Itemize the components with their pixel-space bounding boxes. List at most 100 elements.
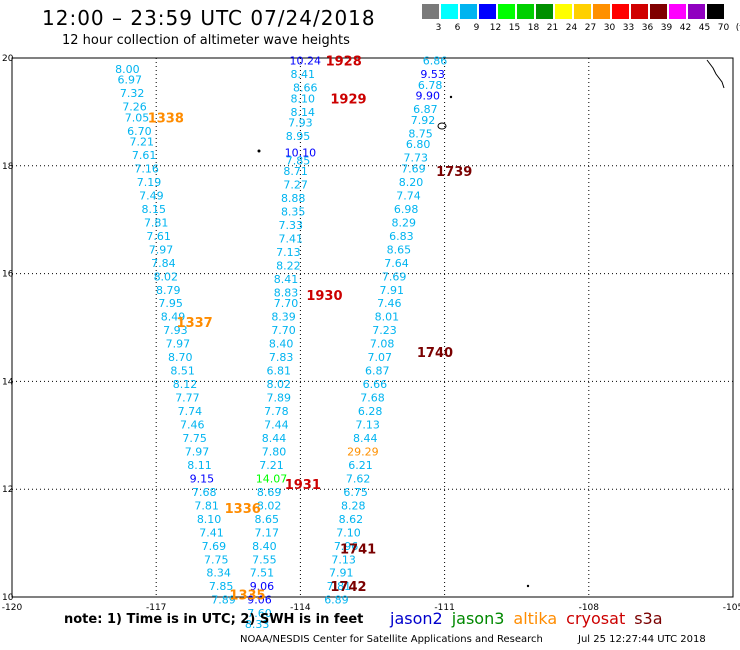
x-tick-label: -108 [579, 603, 600, 613]
note-text: note: 1) Time is in UTC; 2) SWH is in fe… [64, 612, 364, 627]
scale-swatch [574, 4, 591, 19]
wave-height-label: 6.97 [118, 74, 143, 87]
scale-label: 24 [565, 23, 578, 33]
wave-height-label: 8.29 [391, 216, 416, 229]
wave-height-label: 6.78 [418, 79, 443, 92]
wave-height-label: 7.51 [250, 567, 275, 580]
wave-height-label: 8.39 [271, 311, 296, 324]
wave-height-label: 8.28 [341, 499, 366, 512]
wave-height-label: 7.77 [175, 392, 200, 405]
wave-height-label: 8.62 [339, 513, 364, 526]
island [257, 149, 261, 153]
wave-height-label: 7.46 [180, 419, 205, 432]
wave-height-label: 7.93 [288, 117, 313, 130]
wave-height-label: 8.01 [375, 311, 400, 324]
scale-label: 70 [717, 23, 730, 33]
y-tick-label: 14 [2, 377, 14, 387]
scale-swatch [669, 4, 686, 19]
wave-height-label: 6.83 [389, 230, 414, 243]
legend-jason2: jason2 [390, 609, 443, 628]
wave-height-label: 7.97 [185, 445, 210, 458]
wave-height-label: 8.70 [168, 351, 193, 364]
wave-height-label: 7.10 [336, 526, 361, 539]
scale-swatch [498, 4, 515, 19]
wave-height-label: 7.13 [331, 553, 356, 566]
scale-label: 3 [435, 23, 442, 33]
wave-height-label: 7.85 [209, 580, 234, 593]
wave-height-label: 7.41 [279, 233, 304, 246]
wave-height-label: 7.07 [367, 351, 392, 364]
wave-height-label: 9.06 [247, 594, 272, 607]
wave-height-label: 7.62 [346, 472, 371, 485]
scale-swatch [441, 4, 458, 19]
wave-height-label: 8.88 [281, 192, 306, 205]
wave-height-label: 8.00 [115, 63, 140, 76]
wave-height-label: 7.69 [382, 270, 407, 283]
wave-height-label: 14.07 [256, 472, 288, 485]
wave-height-label: 7.32 [120, 87, 145, 100]
wave-height-label: 8.71 [283, 165, 308, 178]
x-tick-label: -120 [2, 603, 23, 613]
wave-height-label: 7.41 [199, 526, 224, 539]
wave-height-label: 8.83 [274, 286, 299, 299]
legend-s3a: s3a [634, 609, 663, 628]
wave-height-label: 8.51 [170, 365, 195, 378]
scale-swatch [460, 4, 477, 19]
wave-height-label: 8.41 [274, 273, 299, 286]
legend-cryosat: cryosat [566, 609, 626, 628]
wave-height-label: 7.05 [125, 111, 150, 124]
wave-height-label: 8.20 [399, 176, 424, 189]
scale-label: 21 [546, 23, 559, 33]
wave-height-label: 7.91 [379, 284, 404, 297]
wave-height-label: 8.40 [269, 338, 294, 351]
wave-height-label: 7.91 [329, 567, 354, 580]
scale-swatch [612, 4, 629, 19]
wave-height-label: 7.13 [276, 246, 301, 259]
wave-height-label: 8.41 [291, 68, 316, 81]
pass-number-label: 1337 [177, 316, 213, 331]
scale-label: 9 [473, 23, 480, 33]
pass-number-label: 1741 [340, 542, 376, 557]
wave-height-label: 7.85 [286, 154, 311, 167]
pass-number-label: 1740 [417, 346, 453, 361]
legend-jason3: jason3 [451, 609, 505, 628]
wave-height-label: 7.33 [279, 219, 304, 232]
wave-height-label: 7.78 [264, 405, 289, 418]
wave-height-label: 7.64 [384, 257, 409, 270]
scale-label: 36 [641, 23, 654, 33]
wave-height-label: 7.17 [255, 526, 280, 539]
scale-label: 42 [679, 23, 692, 33]
wave-height-label: 7.73 [404, 152, 429, 165]
wave-height-label: 8.69 [257, 486, 282, 499]
pass-number-label: 1739 [436, 165, 472, 180]
wave-height-label: 8.34 [206, 567, 231, 580]
wave-height-label: 7.74 [178, 405, 203, 418]
wave-height-label: 7.84 [151, 257, 176, 270]
wave-height-label: 8.66 [293, 82, 318, 95]
scale-swatch [555, 4, 572, 19]
wave-height-label: 8.33 [245, 618, 270, 631]
credit-text: NOAA/NESDIS Center for Satellite Applica… [240, 634, 543, 645]
x-tick-label: -114 [290, 603, 311, 613]
scale-swatch [536, 4, 553, 19]
wave-height-label: 6.66 [363, 378, 388, 391]
wave-height-label: 7.75 [204, 553, 229, 566]
chart-subtitle: 12 hour collection of altimeter wave hei… [62, 33, 350, 48]
wave-height-label: 7.68 [360, 392, 385, 405]
scale-swatch [688, 4, 705, 19]
wave-height-label: 6.89 [324, 594, 349, 607]
wave-height-label: 7.68 [192, 486, 217, 499]
y-tick-label: 12 [2, 485, 13, 495]
scale-label: 18 [527, 23, 540, 33]
pass-number-label: 1928 [326, 55, 362, 70]
scale-swatch [707, 4, 724, 19]
wave-height-label: 7.70 [274, 297, 299, 310]
wave-height-label: 6.21 [348, 459, 373, 472]
scale-label: 33 [622, 23, 635, 33]
wave-height-label: 6.75 [343, 486, 368, 499]
wave-height-label: 8.65 [255, 513, 280, 526]
plot-frame [11, 57, 734, 598]
pass-number-label: 1335 [229, 588, 265, 603]
scale-swatch [422, 4, 439, 19]
wave-height-label: 10.24 [289, 55, 321, 68]
